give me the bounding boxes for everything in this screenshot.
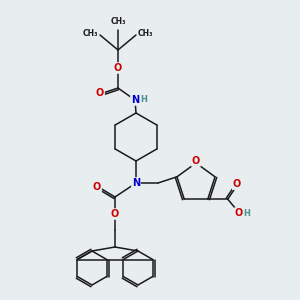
- Text: CH₃: CH₃: [82, 29, 98, 38]
- Text: H: H: [243, 209, 250, 218]
- Text: O: O: [96, 88, 104, 98]
- Text: O: O: [114, 63, 122, 73]
- Text: O: O: [235, 208, 243, 218]
- Text: CH₃: CH₃: [138, 29, 154, 38]
- Text: O: O: [93, 182, 101, 192]
- Text: CH₃: CH₃: [110, 17, 126, 26]
- Text: O: O: [232, 179, 241, 189]
- Text: O: O: [111, 209, 119, 219]
- Text: H: H: [141, 94, 147, 103]
- Text: O: O: [192, 156, 200, 166]
- Text: N: N: [132, 178, 140, 188]
- Text: N: N: [131, 95, 139, 105]
